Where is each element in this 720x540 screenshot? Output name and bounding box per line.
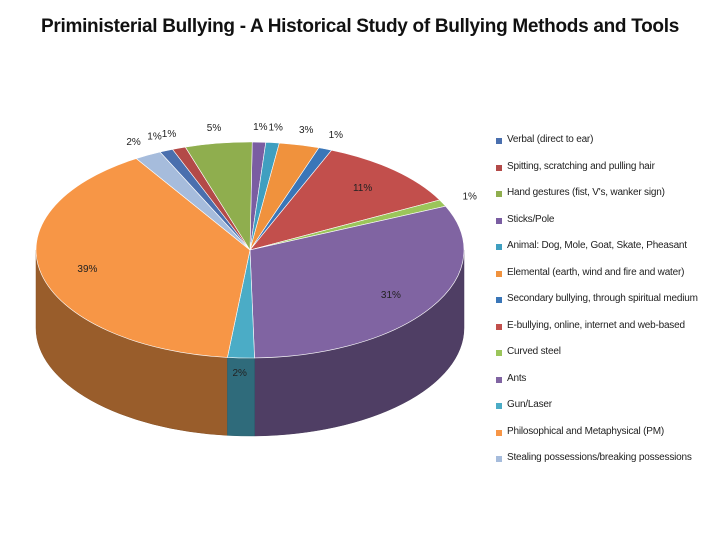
- legend-label: Secondary bullying, through spiritual me…: [507, 293, 698, 304]
- legend-item: Ants: [496, 373, 716, 400]
- legend-swatch: [496, 429, 502, 436]
- legend-label: Sticks/Pole: [507, 213, 555, 225]
- pie-slice: [184, 141, 253, 252]
- pie-data-labels: 1% 1% 3% 1%11%1%31%2%39%2% 1% 1%5%: [77, 122, 477, 379]
- legend-item: Animal: Dog, Mole, Goat, Skate, Pheasant: [496, 240, 716, 267]
- pie-data-label: 3%: [299, 125, 314, 136]
- legend-item: Spitting, scratching and pulling hair: [496, 161, 716, 188]
- chart-title: Priministerial Bullying - A Historical S…: [41, 16, 679, 37]
- pie-data-label: 1%: [147, 132, 162, 143]
- legend-label: Verbal (direct to ear): [507, 134, 594, 145]
- legend-swatch: [496, 350, 502, 356]
- pie-data-label: 1%: [253, 122, 268, 133]
- legend-label: Elemental (earth, wind and fire and wate…: [507, 266, 685, 278]
- pie-data-label: 1%: [329, 130, 344, 141]
- legend-item: Secondary bullying, through spiritual me…: [496, 293, 716, 320]
- legend-item: Sticks/Pole: [496, 214, 716, 241]
- legend-swatch: [496, 297, 502, 303]
- pie-slice: [249, 205, 465, 359]
- legend-swatch: [496, 217, 502, 224]
- legend-swatch: [496, 164, 502, 171]
- legend-item: Elemental (earth, wind and fire and wate…: [496, 267, 716, 294]
- legend-label: Ants: [507, 372, 527, 384]
- legend-item: Verbal (direct to ear): [496, 134, 716, 161]
- legend-label: Animal: Dog, Mole, Goat, Skate, Pheasant: [507, 240, 687, 251]
- pie-data-label: 5%: [207, 123, 222, 134]
- pie-slice: [249, 149, 441, 251]
- pie-data-label: 1%: [268, 123, 283, 134]
- legend-swatch: [496, 138, 502, 144]
- legend-label: Gun/Laser: [507, 399, 552, 410]
- legend-item: Curved steel: [496, 346, 716, 373]
- legend-label: Stealing possessions/breaking possession…: [507, 452, 692, 463]
- legend-swatch: [496, 270, 502, 277]
- legend-swatch: [496, 456, 502, 462]
- legend-item: Gun/Laser: [496, 399, 716, 426]
- legend-swatch: [496, 191, 502, 197]
- pie-data-label: 2%: [126, 137, 141, 148]
- pie-data-label: 1%: [462, 192, 477, 203]
- pie-data-label: 11%: [353, 183, 372, 194]
- legend-item: Stealing possessions/breaking possession…: [496, 452, 716, 479]
- legend-label: Hand gestures (fist, V's, wanker sign): [507, 187, 665, 198]
- chart-legend: Verbal (direct to ear) Spitting, scratchi…: [496, 134, 716, 479]
- legend-label: Spitting, scratching and pulling hair: [507, 160, 655, 172]
- legend-label: Curved steel: [507, 346, 561, 357]
- pie-slice: [35, 158, 251, 358]
- pie-data-label: 1%: [162, 129, 177, 140]
- legend-item: Philosophical and Metaphysical (PM): [496, 426, 716, 453]
- legend-swatch: [496, 323, 502, 330]
- legend-item: Hand gestures (fist, V's, wanker sign): [496, 187, 716, 214]
- legend-swatch: [496, 244, 502, 250]
- legend-swatch: [496, 403, 502, 409]
- pie-data-label: 31%: [381, 290, 401, 301]
- legend-swatch: [496, 376, 502, 383]
- legend-label: E-bullying, online, internet and web-bas…: [507, 319, 685, 331]
- pie-data-label: 2%: [232, 368, 247, 379]
- pie-data-label: 39%: [77, 264, 97, 275]
- pie-top-faces: [35, 141, 465, 359]
- legend-label: Philosophical and Metaphysical (PM): [507, 425, 664, 437]
- legend-item: E-bullying, online, internet and web-bas…: [496, 320, 716, 347]
